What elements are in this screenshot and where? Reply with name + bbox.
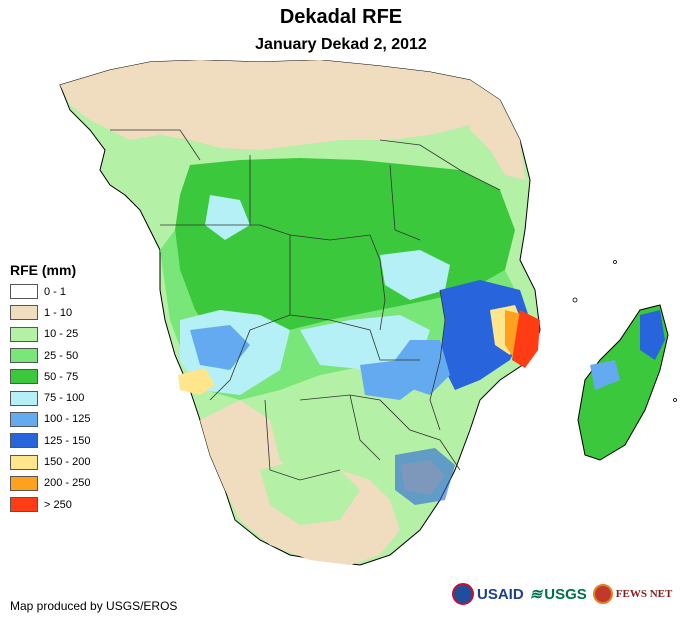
sa-blue	[395, 448, 455, 505]
legend-title: RFE (mm)	[10, 262, 77, 278]
legend-item: 0 - 1	[10, 281, 90, 302]
legend: RFE (mm) 0 - 1 1 - 10 10 - 25 25 - 50 50 - 7…	[10, 262, 90, 515]
legend-swatch	[10, 497, 38, 513]
legend-swatch	[10, 475, 38, 491]
legend-label: 1 - 10	[44, 306, 73, 319]
congo-light-blue	[205, 195, 250, 240]
angola-blue	[190, 325, 250, 370]
madagascar-west-blue	[590, 360, 620, 390]
legend-swatch	[10, 454, 38, 470]
legend-item: 200 - 250	[10, 473, 90, 494]
legend-swatch	[10, 369, 38, 385]
legend-item: 75 - 100	[10, 387, 90, 408]
seychelles	[613, 260, 617, 264]
legend-label: 10 - 25	[44, 328, 79, 341]
legend-swatch	[10, 348, 38, 364]
legend-label: 200 - 250	[44, 477, 91, 490]
usaid-text: USAID	[477, 585, 524, 603]
legend-swatch	[10, 390, 38, 406]
legend-item: 100 - 125	[10, 409, 90, 430]
legend-label: > 250	[44, 498, 72, 511]
moz-red	[512, 310, 540, 368]
legend-label: 125 - 150	[44, 434, 91, 447]
legend-swatch	[10, 326, 38, 342]
rainfall-map	[59, 60, 677, 566]
legend-label: 0 - 1	[44, 285, 67, 298]
map-title: Dekadal RFE	[279, 6, 403, 28]
legend-item: 125 - 150	[10, 430, 90, 451]
usgs-logo: ≋ USGS	[529, 585, 587, 604]
country-borders	[110, 129, 501, 481]
central-wet-band	[175, 158, 515, 345]
legend-item: 50 - 75	[10, 366, 90, 387]
legend-label: 150 - 200	[44, 456, 91, 469]
zambia-light-blue	[300, 315, 430, 370]
north-dry-band	[60, 60, 505, 150]
legend-item: 1 - 10	[10, 302, 90, 323]
usgs-wave-icon: ≋	[529, 586, 543, 603]
legend-item: 25 - 50	[10, 345, 90, 366]
legend-rows: 0 - 1 1 - 10 10 - 25 25 - 50 50 - 75 75 - 100…	[10, 281, 90, 515]
angola-yellow	[178, 368, 215, 395]
karoo-green	[260, 460, 360, 525]
legend-label: 100 - 125	[44, 413, 91, 426]
legend-item: 150 - 200	[10, 451, 90, 472]
legend-swatch	[10, 411, 38, 427]
legend-swatch	[10, 284, 38, 300]
logos: USAID ≋ USGS FEWS NET	[452, 583, 672, 605]
fews-logo: FEWS NET	[592, 584, 673, 604]
mauritius	[673, 398, 677, 402]
madagascar-east-blue	[640, 310, 665, 360]
legend-swatch	[10, 305, 38, 321]
map-subtitle: January Dekad 2, 2012	[255, 36, 427, 53]
legend-label: 75 - 100	[44, 392, 85, 405]
tanzania-light-blue	[380, 250, 450, 300]
usaid-seal-icon	[452, 583, 474, 605]
map-credit: Map produced by USGS/EROS	[10, 599, 178, 613]
usgs-text: USGS	[544, 585, 587, 603]
fews-globe-icon	[592, 584, 613, 604]
legend-item: > 250	[10, 494, 90, 515]
fews-text: FEWS NET	[615, 588, 673, 600]
horn-dry	[470, 80, 525, 180]
legend-label: 25 - 50	[44, 349, 79, 362]
legend-swatch	[10, 433, 38, 449]
usaid-logo: USAID	[452, 583, 524, 605]
comoros	[572, 297, 578, 303]
legend-label: 50 - 75	[44, 370, 79, 383]
zim-blue	[360, 360, 420, 400]
legend-item: 10 - 25	[10, 324, 90, 345]
